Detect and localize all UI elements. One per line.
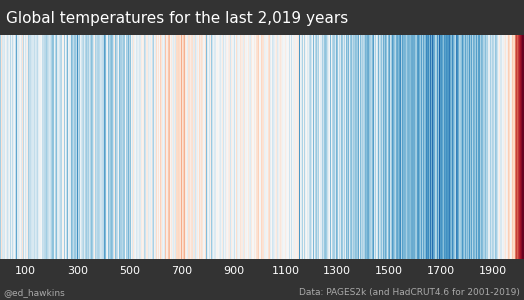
Text: 100: 100 [15,266,36,276]
Text: 500: 500 [119,266,140,276]
Text: 700: 700 [171,266,192,276]
Text: 1700: 1700 [427,266,455,276]
Text: 1100: 1100 [271,266,299,276]
Text: @ed_hawkins: @ed_hawkins [4,288,66,297]
Text: Data: PAGES2k (and HadCRUT4.6 for 2001-2019): Data: PAGES2k (and HadCRUT4.6 for 2001-2… [299,288,520,297]
Text: 1300: 1300 [323,266,351,276]
Text: 1900: 1900 [479,266,507,276]
Text: 300: 300 [67,266,88,276]
Text: Global temperatures for the last 2,019 years: Global temperatures for the last 2,019 y… [6,11,348,26]
Text: 900: 900 [223,266,244,276]
Text: 1500: 1500 [375,266,403,276]
